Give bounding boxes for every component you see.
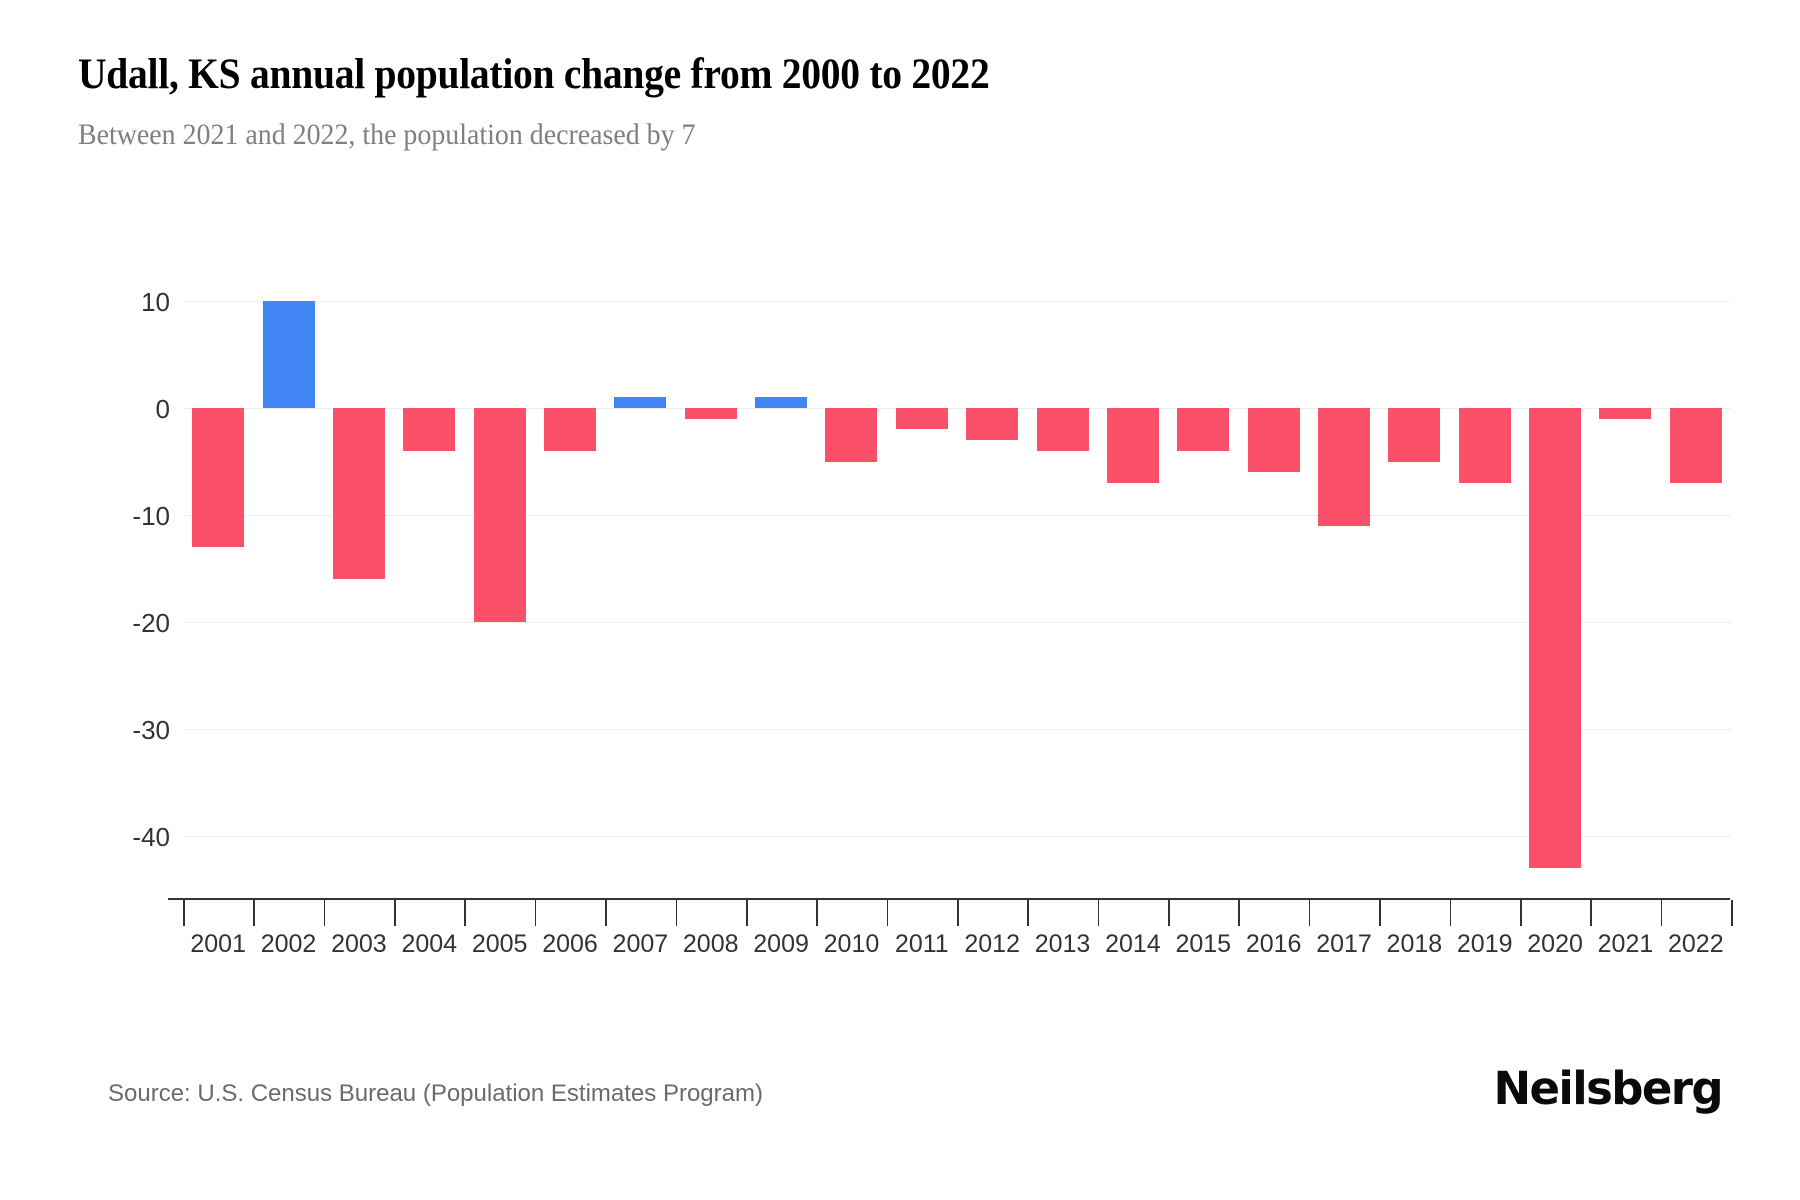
x-axis-tick xyxy=(1168,900,1170,926)
x-axis-tick xyxy=(464,900,467,926)
gridline xyxy=(183,515,1731,516)
gridline xyxy=(183,301,1731,302)
gridline xyxy=(183,729,1731,730)
x-axis-label-2005: 2005 xyxy=(471,930,528,958)
bar-2022[interactable] xyxy=(1669,408,1722,483)
x-axis-label-2001: 2001 xyxy=(190,930,246,958)
bar-2002[interactable] xyxy=(262,301,315,408)
x-axis-label-2013: 2013 xyxy=(1034,930,1091,958)
x-axis-label-2018: 2018 xyxy=(1386,930,1443,958)
bar-2013[interactable] xyxy=(1036,408,1089,451)
x-axis-tick xyxy=(1519,900,1522,926)
bar-2019[interactable] xyxy=(1458,408,1511,483)
bar-2010[interactable] xyxy=(825,408,878,462)
x-axis-tick xyxy=(1590,900,1592,926)
brand-logo: Neilsberg xyxy=(1493,1062,1723,1115)
x-axis-tick xyxy=(1660,900,1663,926)
x-axis-label-2009: 2009 xyxy=(753,930,809,958)
x-axis-tick xyxy=(1238,900,1241,926)
bar-2017[interactable] xyxy=(1318,408,1370,526)
x-axis-tick xyxy=(675,900,678,926)
x-axis-tick xyxy=(253,900,255,926)
y-axis-tick-label: -20 xyxy=(132,608,170,638)
x-axis-tick xyxy=(394,900,396,926)
x-axis-tick xyxy=(1449,900,1452,926)
bar-2008[interactable] xyxy=(684,408,737,419)
x-axis-label-2017: 2017 xyxy=(1316,930,1372,958)
bar-2006[interactable] xyxy=(544,408,596,451)
y-axis-tick-label: 0 xyxy=(155,394,170,424)
x-axis-label-2003: 2003 xyxy=(331,930,387,958)
bar-2005[interactable] xyxy=(473,408,526,622)
x-axis-label-2008: 2008 xyxy=(682,930,739,958)
x-axis-label-2011: 2011 xyxy=(894,930,949,958)
x-axis-label-2002: 2002 xyxy=(260,930,317,958)
bar-2018[interactable] xyxy=(1388,408,1441,462)
gridline xyxy=(183,622,1731,623)
bar-2011[interactable] xyxy=(895,408,948,430)
x-axis-label-2004: 2004 xyxy=(401,930,458,958)
x-axis-label-2010: 2010 xyxy=(823,930,880,958)
x-axis-tick xyxy=(957,900,959,926)
x-axis-tick xyxy=(745,900,748,926)
x-axis-tick xyxy=(183,900,185,926)
x-axis-label-2019: 2019 xyxy=(1456,930,1513,958)
x-axis-tick xyxy=(1308,900,1311,926)
page-title: Udall, KS annual population change from … xyxy=(78,51,990,98)
x-axis-label-2006: 2006 xyxy=(542,930,598,958)
x-axis-tick xyxy=(1097,900,1100,926)
x-axis-tick xyxy=(886,900,889,926)
bar-2020[interactable] xyxy=(1529,408,1582,869)
source-note: Source: U.S. Census Bureau (Population E… xyxy=(108,1080,763,1107)
x-axis-label-2015: 2015 xyxy=(1175,930,1232,958)
bar-2014[interactable] xyxy=(1106,408,1159,483)
bar-2003[interactable] xyxy=(332,408,385,580)
x-axis-tick xyxy=(1379,900,1381,926)
bar-2016[interactable] xyxy=(1247,408,1300,473)
x-axis-label-2016: 2016 xyxy=(1245,930,1302,958)
x-axis-tick xyxy=(1027,900,1029,926)
bar-2004[interactable] xyxy=(403,408,456,451)
x-axis-tick xyxy=(605,900,607,926)
y-axis-tick-label: -10 xyxy=(132,501,170,531)
x-axis-tick xyxy=(1731,900,1733,926)
bar-2012[interactable] xyxy=(966,408,1019,441)
x-axis-label-2012: 2012 xyxy=(964,930,1020,958)
chart-subtitle: Between 2021 and 2022, the population de… xyxy=(78,118,696,151)
x-axis-tick xyxy=(816,900,818,926)
gridline xyxy=(183,408,1731,409)
bar-2015[interactable] xyxy=(1177,408,1230,451)
bar-2001[interactable] xyxy=(192,408,245,548)
bar-2009[interactable] xyxy=(755,397,808,408)
gridline xyxy=(183,836,1731,837)
bar-2007[interactable] xyxy=(614,397,667,408)
x-axis-label-2020: 2020 xyxy=(1527,930,1583,958)
x-axis-label-2007: 2007 xyxy=(612,930,669,958)
bar-2021[interactable] xyxy=(1599,408,1652,419)
x-axis-label-2021: 2021 xyxy=(1597,930,1654,958)
x-axis-tick xyxy=(534,900,537,926)
x-axis-line xyxy=(168,898,1730,900)
y-axis-tick-label: -40 xyxy=(132,822,170,852)
x-axis-label-2014: 2014 xyxy=(1105,930,1161,958)
x-axis-tick xyxy=(323,900,326,926)
x-axis-label-2022: 2022 xyxy=(1668,930,1724,958)
y-axis-tick-label: -30 xyxy=(132,715,170,745)
y-axis-tick-label: 10 xyxy=(141,287,170,317)
